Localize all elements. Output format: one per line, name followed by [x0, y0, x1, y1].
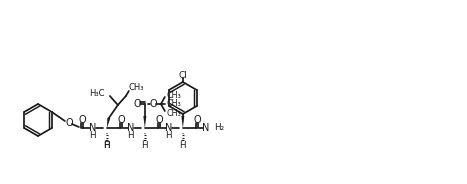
Text: Cl: Cl — [178, 70, 187, 79]
Text: O: O — [133, 99, 141, 109]
Text: O: O — [149, 99, 156, 109]
Text: H: H — [179, 141, 186, 149]
Text: H₂: H₂ — [214, 123, 224, 132]
Text: N: N — [202, 123, 210, 133]
Text: O: O — [78, 115, 85, 125]
Text: H: H — [90, 130, 96, 139]
Text: CH₃: CH₃ — [167, 91, 182, 100]
Text: H: H — [142, 141, 148, 149]
Text: O: O — [65, 118, 73, 128]
Text: H: H — [165, 130, 172, 139]
Text: N: N — [127, 123, 134, 133]
Text: H₃C: H₃C — [89, 89, 105, 98]
Text: H: H — [127, 130, 134, 139]
Text: CH₃: CH₃ — [167, 109, 182, 118]
Text: N: N — [89, 123, 97, 133]
Text: O: O — [155, 115, 163, 125]
Polygon shape — [143, 116, 146, 128]
Text: H: H — [104, 141, 110, 149]
Polygon shape — [107, 118, 110, 128]
Text: N: N — [165, 123, 172, 133]
Polygon shape — [181, 116, 184, 128]
Text: O: O — [193, 115, 201, 125]
Text: CH₃: CH₃ — [167, 100, 182, 109]
Text: H̅: H̅ — [104, 141, 110, 149]
Text: CH₃: CH₃ — [129, 84, 144, 93]
Text: O: O — [117, 115, 125, 125]
